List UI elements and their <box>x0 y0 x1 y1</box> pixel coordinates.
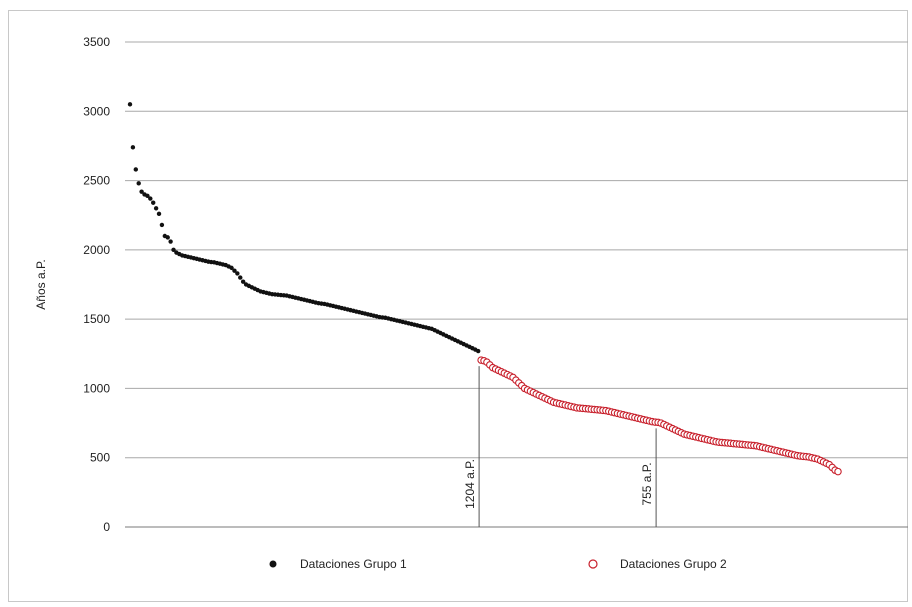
y-tick-label: 2500 <box>83 174 110 188</box>
data-point-grupo-1 <box>235 271 240 276</box>
data-point-grupo-1 <box>238 275 243 280</box>
legend-label-grupo-2: Dataciones Grupo 2 <box>620 557 727 571</box>
y-tick-label: 3500 <box>83 35 110 49</box>
y-tick-label: 1500 <box>83 312 110 326</box>
data-point-grupo-1 <box>153 206 159 211</box>
data-point-grupo-1 <box>127 102 133 107</box>
legend: Dataciones Grupo 1 Dataciones Grupo 2 <box>269 557 727 571</box>
data-point-grupo-1 <box>130 145 136 150</box>
data-point-grupo-1 <box>156 211 162 217</box>
data-point-grupo-1 <box>171 247 176 253</box>
annotation-label: 1204 a.P. <box>463 459 477 509</box>
chart-frame <box>8 10 908 602</box>
y-tick-label: 1000 <box>83 381 110 395</box>
data-point-grupo-1 <box>136 181 141 186</box>
data-point-grupo-1 <box>151 200 156 205</box>
y-tick-label: 500 <box>90 451 110 465</box>
legend-marker-grupo-2 <box>588 559 598 569</box>
legend-label-grupo-1: Dataciones Grupo 1 <box>300 557 407 571</box>
annotation-lines: 1204 a.P. 755 a.P. <box>463 366 657 527</box>
y-tick-label: 2000 <box>83 243 110 257</box>
data-point-grupo-1 <box>133 167 139 172</box>
data-point-grupo-1 <box>145 193 150 199</box>
data-point-grupo-1 <box>168 239 173 244</box>
gridlines <box>125 41 908 459</box>
data-point-grupo-1 <box>475 348 481 354</box>
y-tick-label: 0 <box>103 520 110 534</box>
data-point-grupo-1 <box>232 268 237 273</box>
annotation-label: 755 a.P. <box>640 462 654 505</box>
y-axis-title: Años a.P. <box>34 259 48 309</box>
data-point-grupo-2 <box>834 467 842 476</box>
legend-marker-grupo-1 <box>269 560 277 568</box>
y-tick-labels: 0 500 1000 1500 2000 2500 3000 3500 <box>83 35 110 534</box>
data-point-grupo-1 <box>229 265 234 271</box>
series-grupo-2 <box>477 356 842 476</box>
data-point-grupo-1 <box>159 222 165 228</box>
data-point-grupo-1 <box>139 189 144 194</box>
series-grupo-1 <box>127 102 481 354</box>
data-point-grupo-1 <box>148 196 153 201</box>
y-tick-label: 3000 <box>83 104 110 118</box>
data-point-grupo-1 <box>240 279 246 284</box>
data-point-grupo-1 <box>165 235 170 240</box>
